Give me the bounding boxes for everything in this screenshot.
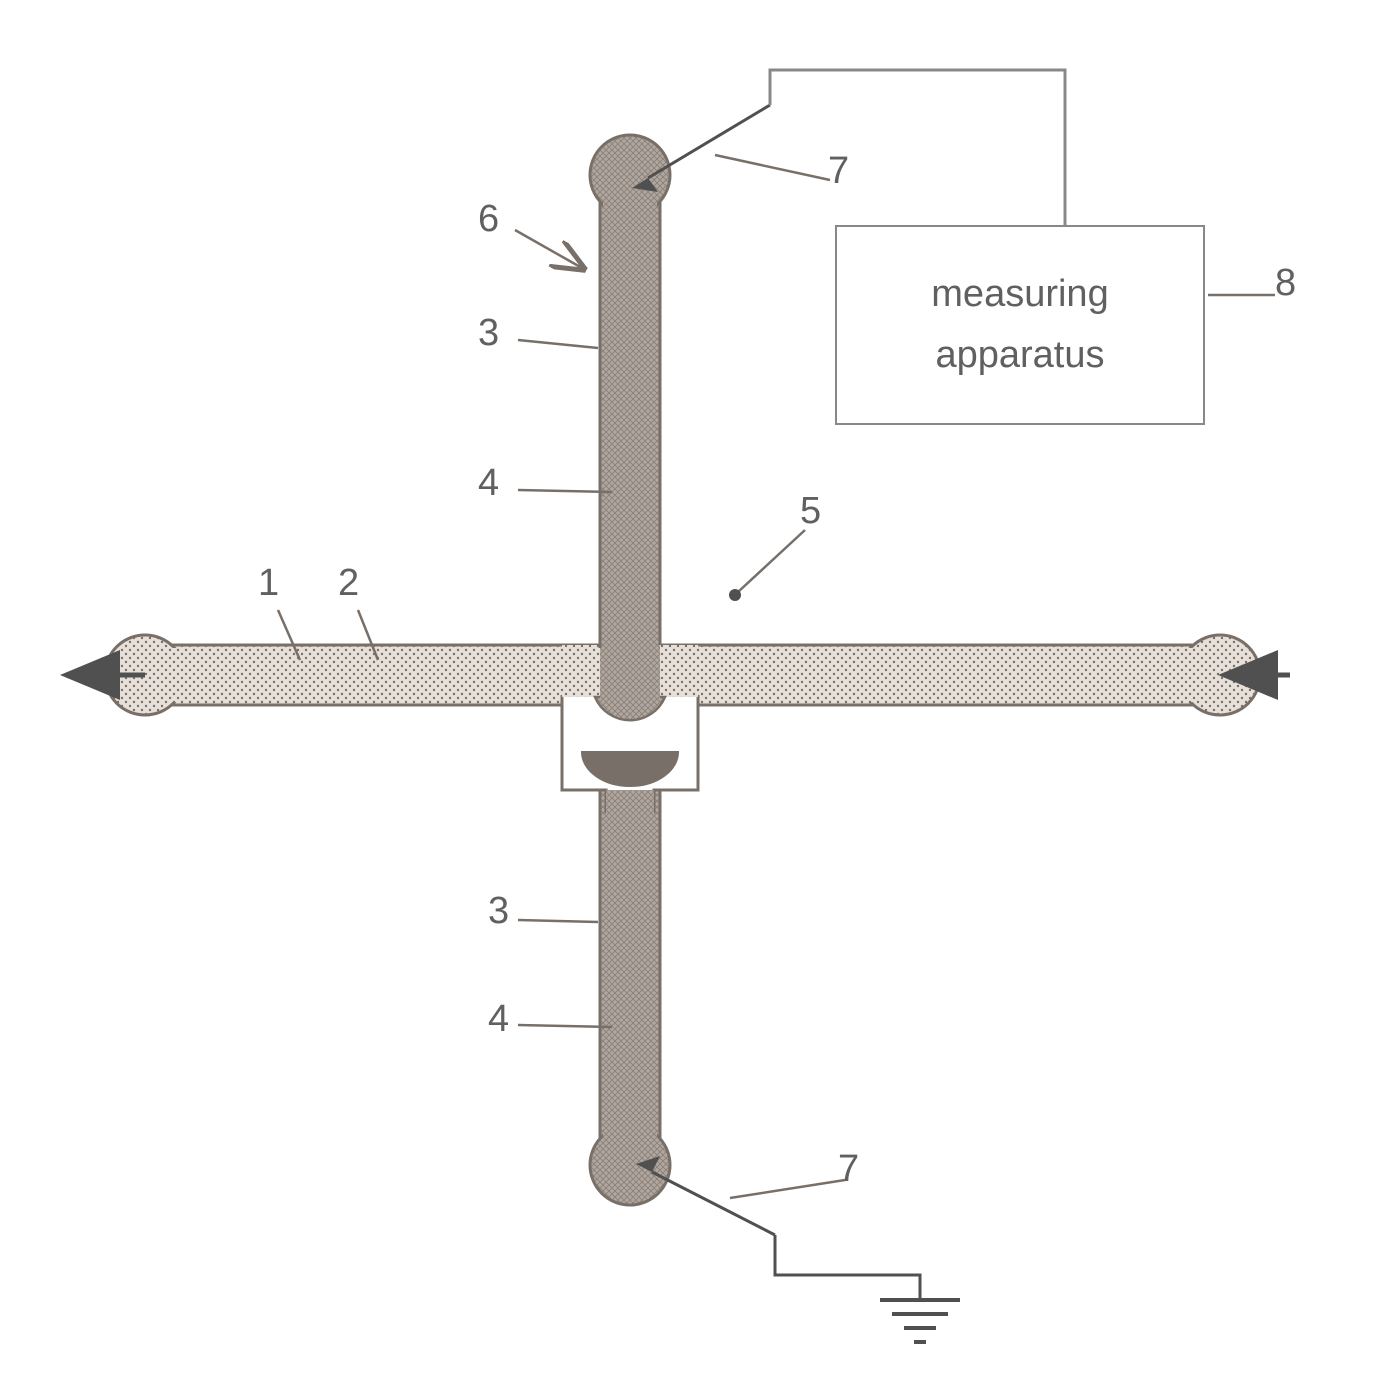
wire-to-ground [775,1235,920,1300]
label-8: 8 [1275,262,1296,305]
label-5: 5 [800,490,821,533]
diagram-container [0,0,1393,1396]
label-1: 1 [258,562,279,605]
apparatus-line1: measuring [931,264,1108,325]
ground-symbol [880,1300,960,1342]
label-7-upper: 7 [828,150,849,193]
label-4-lower: 4 [488,998,509,1041]
label-4-upper: 4 [478,462,499,505]
wire-to-apparatus [770,70,1065,225]
label-6: 6 [478,198,499,241]
label-7-lower: 7 [838,1148,859,1191]
measuring-apparatus-box: measuring apparatus [835,225,1205,425]
label-3-lower: 3 [488,890,509,933]
leader-5 [729,530,805,601]
label-3-upper: 3 [478,312,499,355]
center-junction [562,645,698,815]
leader-6 [515,230,582,268]
label-2: 2 [338,562,359,605]
apparatus-line2: apparatus [935,325,1104,386]
